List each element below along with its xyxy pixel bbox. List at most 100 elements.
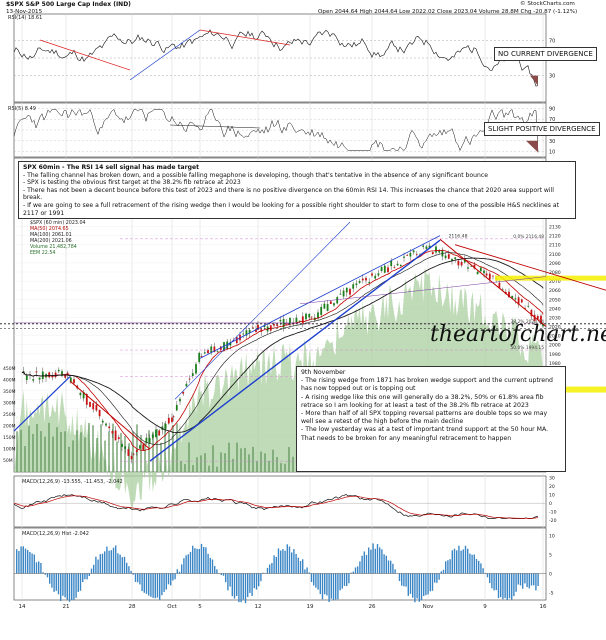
macd-histogram-bar [535,573,537,591]
volume-bar [136,424,138,472]
candle-body [79,392,82,396]
candle-body [415,254,418,256]
candle-body [454,257,457,260]
macd-histogram-bar [460,550,462,574]
macd-histogram-bar [84,573,86,580]
macd-histogram-bar [385,555,387,574]
candle-body [323,303,326,309]
macd-histogram-bar [361,555,363,574]
annotation-top-title: SPX 60min - The RSI 14 sell signal has m… [23,164,200,171]
macd-histogram-bar [101,553,104,574]
macd-histogram-bar [456,550,458,574]
macd-histogram-bar [214,565,216,574]
candle-body [255,329,257,333]
volume-bar [88,422,90,472]
macd-histogram-bar [403,573,405,587]
volume-bar [24,446,26,472]
macd-histogram-bar [427,573,429,595]
volume-bar [172,425,174,472]
volume-bar [236,442,238,472]
macd-histogram-bar [310,573,313,583]
macd-histogram-bar [438,573,440,580]
macd-histogram-bar [376,544,379,574]
volume-tick-label: 450M [3,366,16,372]
macd-histogram-bar [462,549,464,574]
macd-histogram-bar [134,573,137,582]
candle-body [447,254,450,259]
chart-quote: Open 2044.64 High 2044.64 Low 2022.02 Cl… [318,9,578,15]
volume-bar [252,446,254,472]
candle-body [435,246,437,253]
macd-tick-label: 30 [549,476,555,482]
legend-price: $SPX (60 min) 2023.04 [30,221,86,226]
annotation-bottom-line: - The rising wedge from 1871 has broken … [301,377,553,393]
macd-histogram-bar [231,573,233,597]
volume-bar [56,427,58,472]
volume-bar [196,457,198,472]
macd-histogram-bar [486,573,489,578]
macd-histogram-bar [148,573,150,596]
macd-histogram-bar [216,569,218,574]
macd-histogram-bar [20,546,22,574]
macd-histogram-bar [174,573,176,580]
macd-histogram-bar [64,573,66,598]
resistance-band [495,275,606,281]
candle-body [358,281,361,283]
macd-histogram-bar [150,573,152,597]
macd-histogram-bar [211,559,214,574]
volume-bar [84,437,86,472]
falling-channel-line [439,238,547,327]
macd-histogram-bar [222,573,225,576]
macd-histogram-bar [398,573,401,582]
legend-ma50: MA(50) 2074.65 [30,227,69,232]
macd-histogram-bar [264,572,266,574]
macd-histogram-bar [253,573,255,589]
candle-body [345,287,348,293]
macd-histogram-bar [480,563,482,574]
candle-body [251,327,254,329]
candle-body [198,352,201,363]
volume-bar [68,446,70,472]
wedge-resistance-line [199,235,441,359]
macd-histogram-bar [104,551,106,574]
volume-bar [176,423,178,472]
candle-body [114,430,117,441]
macd-histogram-bar [288,546,291,574]
candle-body [470,265,473,267]
candle-body [467,267,469,269]
volume-bar [72,440,74,472]
macd-histogram-bar [297,557,299,574]
candle-body [403,256,405,258]
candle-body [527,305,530,307]
volume-bar [124,435,126,472]
macd-histogram-bar [504,573,506,599]
volume-bar [64,431,66,472]
volume-bar [244,447,246,472]
hist-tick-label: -5 [549,590,554,596]
candle-body [85,394,88,405]
macd-histogram-bar [451,550,453,574]
candle-body [226,341,229,349]
macd-histogram-bar [478,560,480,574]
candle-body [326,304,329,311]
macd-histogram-bar [29,551,31,574]
macd-histogram-bar [407,573,409,596]
macd-histogram-bar [475,558,478,574]
volume-bar [260,451,262,472]
macd-histogram-bar [93,564,95,574]
macd-histogram-bar [128,566,130,574]
volume-bar [16,431,18,472]
macd-histogram-bar [225,573,227,583]
macd-histogram-bar [317,573,319,590]
volume-bar [256,460,258,472]
candle-body [422,245,425,247]
purple-line [299,276,547,305]
fib-label: 38.2% 2023.04 [510,319,544,325]
macd-histogram-bar [500,573,502,598]
channel-line [174,221,351,400]
rsi5-legend: RSI(5) 8.49 [8,106,36,112]
macd-histogram-bar [187,554,189,574]
macd-histogram-bar [112,547,115,574]
macd-histogram-bar [203,546,205,574]
volume-bar [32,433,34,472]
